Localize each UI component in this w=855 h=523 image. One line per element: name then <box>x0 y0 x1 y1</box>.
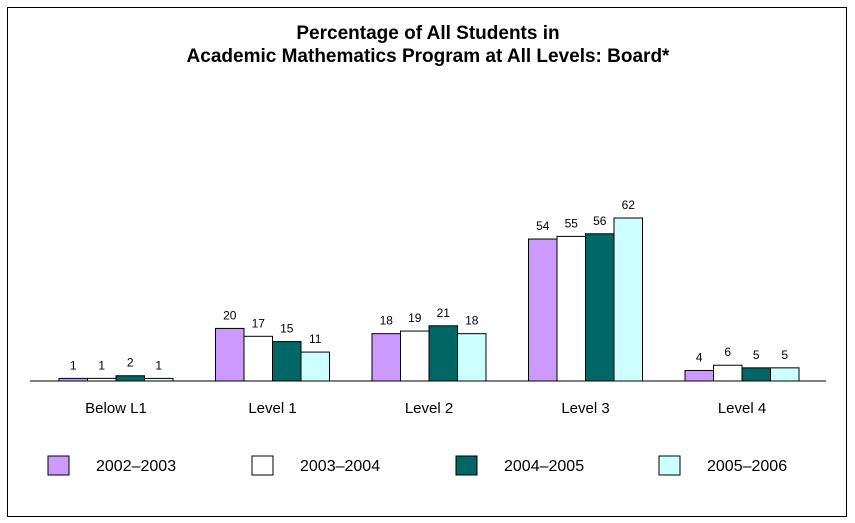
data-label: 62 <box>622 198 636 212</box>
data-label: 17 <box>252 316 266 330</box>
data-label: 1 <box>98 358 105 372</box>
legend-swatch <box>251 455 274 476</box>
chart-frame: Percentage of All Students in Academic M… <box>7 7 847 517</box>
legend-swatch <box>658 455 681 476</box>
bar-level-3-series-3 <box>613 217 643 382</box>
bar-level-1-series-2 <box>272 341 302 382</box>
data-label: 18 <box>380 314 394 328</box>
data-label: 15 <box>280 322 294 336</box>
legend-label: 2004–2005 <box>504 458 584 475</box>
data-label: 21 <box>437 306 451 320</box>
x-tick-label: Level 2 <box>405 400 453 417</box>
bar-level-4-series-3 <box>770 367 800 382</box>
title-line-2: Academic Mathematics Program at All Leve… <box>186 46 670 67</box>
x-tick-label: Level 3 <box>561 400 609 417</box>
data-label: 6 <box>724 345 731 359</box>
legend-label: 2002–2003 <box>96 458 176 475</box>
bar-level-4-series-0 <box>684 369 714 382</box>
data-label: 1 <box>155 358 162 372</box>
title-line-1: Percentage of All Students in <box>296 23 560 44</box>
x-tick-label: Level 4 <box>718 400 766 417</box>
data-label: 56 <box>593 214 607 228</box>
legend-swatch <box>47 455 70 476</box>
data-label: 5 <box>781 348 788 362</box>
bar-level-1-series-0 <box>215 327 245 382</box>
chart-title: Percentage of All Students in Academic M… <box>8 22 848 68</box>
data-label: 55 <box>565 216 579 230</box>
bar-level-1-series-1 <box>243 335 273 382</box>
bar-level-2-series-1 <box>400 330 430 382</box>
bar-level-2-series-3 <box>457 333 487 382</box>
bar-level-4-series-1 <box>713 364 743 382</box>
data-label: 18 <box>465 314 479 328</box>
data-label: 11 <box>309 332 322 346</box>
bar-level-4-series-2 <box>741 367 771 382</box>
bar-level-1-series-3 <box>300 351 330 382</box>
data-label: 19 <box>408 311 422 325</box>
bar-below-l1-series-2 <box>115 375 145 382</box>
x-tick-label: Level 1 <box>248 400 296 417</box>
bar-level-3-series-1 <box>556 235 586 382</box>
bar-level-2-series-2 <box>428 325 458 382</box>
data-label: 4 <box>696 350 703 364</box>
legend-swatch <box>455 455 478 476</box>
bar-level-2-series-0 <box>371 333 401 382</box>
data-label: 1 <box>70 358 77 372</box>
bar-level-3-series-2 <box>585 233 615 382</box>
data-label: 5 <box>753 348 760 362</box>
data-label: 2 <box>127 356 134 370</box>
x-tick-label: Below L1 <box>85 400 147 417</box>
legend-label: 2005–2006 <box>707 458 787 475</box>
data-label: 54 <box>536 219 550 233</box>
bar-level-3-series-0 <box>528 238 558 382</box>
data-label: 20 <box>223 308 237 322</box>
legend-label: 2003–2004 <box>300 458 380 475</box>
